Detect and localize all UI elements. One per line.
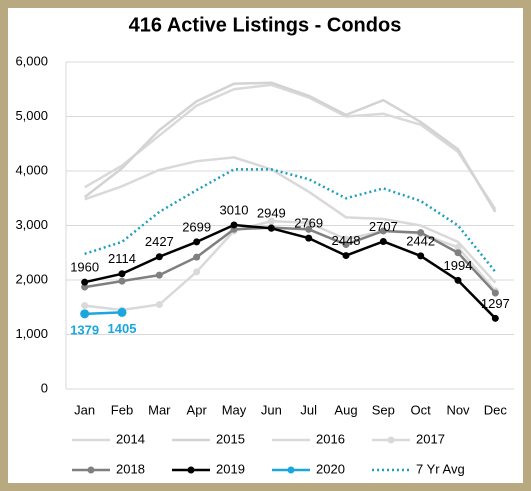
legend-label: 2020: [316, 461, 345, 476]
marker: [193, 253, 201, 261]
marker: [305, 234, 313, 242]
marker: [118, 270, 126, 278]
legend-label: 2017: [416, 431, 445, 446]
x-tick-label: Apr: [187, 402, 208, 417]
data-label: 2427: [145, 234, 174, 249]
data-label: 1297: [481, 296, 510, 311]
legend-label: 2014: [116, 431, 145, 446]
data-label: 2949: [257, 206, 286, 221]
marker: [193, 268, 201, 276]
x-tick-label: Aug: [334, 402, 357, 417]
marker: [80, 309, 90, 319]
x-tick-label: Jun: [261, 402, 282, 417]
y-tick-label: 2,000: [15, 271, 48, 286]
marker: [379, 227, 387, 235]
y-tick-label: 1,000: [15, 326, 48, 341]
marker: [117, 307, 127, 317]
legend-marker: [187, 466, 195, 474]
data-label: 1960: [70, 260, 99, 275]
x-tick-label: Jan: [74, 402, 95, 417]
marker: [342, 241, 350, 249]
y-tick-label: 4,000: [15, 162, 48, 177]
marker: [305, 219, 313, 227]
data-label: 2699: [182, 219, 211, 234]
y-tick-label: 0: [41, 380, 48, 395]
series-line: [83, 81, 497, 213]
marker: [155, 301, 163, 309]
data-label: 1379: [70, 322, 99, 337]
x-tick-label: May: [222, 402, 247, 417]
marker: [417, 252, 425, 260]
marker: [454, 276, 462, 284]
series-line: [84, 168, 497, 273]
marker: [267, 217, 275, 225]
legend-label: 2018: [116, 461, 145, 476]
marker: [81, 278, 89, 286]
marker: [155, 253, 163, 261]
marker: [81, 283, 89, 291]
series-line: [84, 223, 497, 320]
data-label: 2769: [294, 216, 323, 231]
data-label: 1405: [108, 321, 137, 336]
series-line: [84, 311, 123, 316]
legend-label: 7 Yr Avg: [416, 461, 465, 476]
marker: [230, 221, 238, 229]
legend-label: 2015: [216, 431, 245, 446]
x-tick-label: Mar: [148, 402, 171, 417]
x-tick-label: Nov: [446, 402, 470, 417]
marker: [342, 252, 350, 260]
x-tick-label: Oct: [411, 402, 432, 417]
marker: [155, 271, 163, 279]
marker: [454, 243, 462, 251]
data-label: 3010: [220, 202, 249, 217]
x-tick-label: Dec: [484, 402, 508, 417]
y-tick-label: 3,000: [15, 217, 48, 232]
marker: [454, 249, 462, 257]
marker: [193, 238, 201, 246]
data-label: 2448: [332, 233, 361, 248]
legend-marker: [287, 466, 295, 474]
marker: [491, 289, 499, 297]
series-line: [84, 226, 497, 294]
marker: [305, 225, 313, 233]
marker: [267, 224, 275, 232]
x-tick-label: Jul: [300, 402, 317, 417]
data-label: 2707: [369, 219, 398, 234]
series-line: [84, 156, 497, 284]
legend-marker: [87, 466, 95, 474]
marker: [417, 229, 425, 237]
series-line: [84, 83, 497, 210]
marker: [118, 277, 126, 285]
x-tick-label: Sep: [372, 402, 395, 417]
data-label: 2114: [108, 251, 136, 266]
chart-title: 416 Active Listings - Condos: [129, 14, 402, 36]
legend-label: 2019: [216, 461, 245, 476]
marker: [81, 302, 89, 310]
y-tick-label: 6,000: [15, 53, 48, 68]
marker: [491, 314, 499, 322]
y-tick-label: 5,000: [15, 108, 48, 123]
legend-marker: [387, 436, 395, 444]
marker: [379, 237, 387, 245]
panel: [8, 8, 523, 483]
legend-label: 2016: [316, 431, 345, 446]
marker: [342, 235, 350, 243]
x-tick-label: Feb: [111, 402, 133, 417]
data-label: 1994: [444, 258, 473, 273]
data-label: 2442: [406, 233, 435, 248]
